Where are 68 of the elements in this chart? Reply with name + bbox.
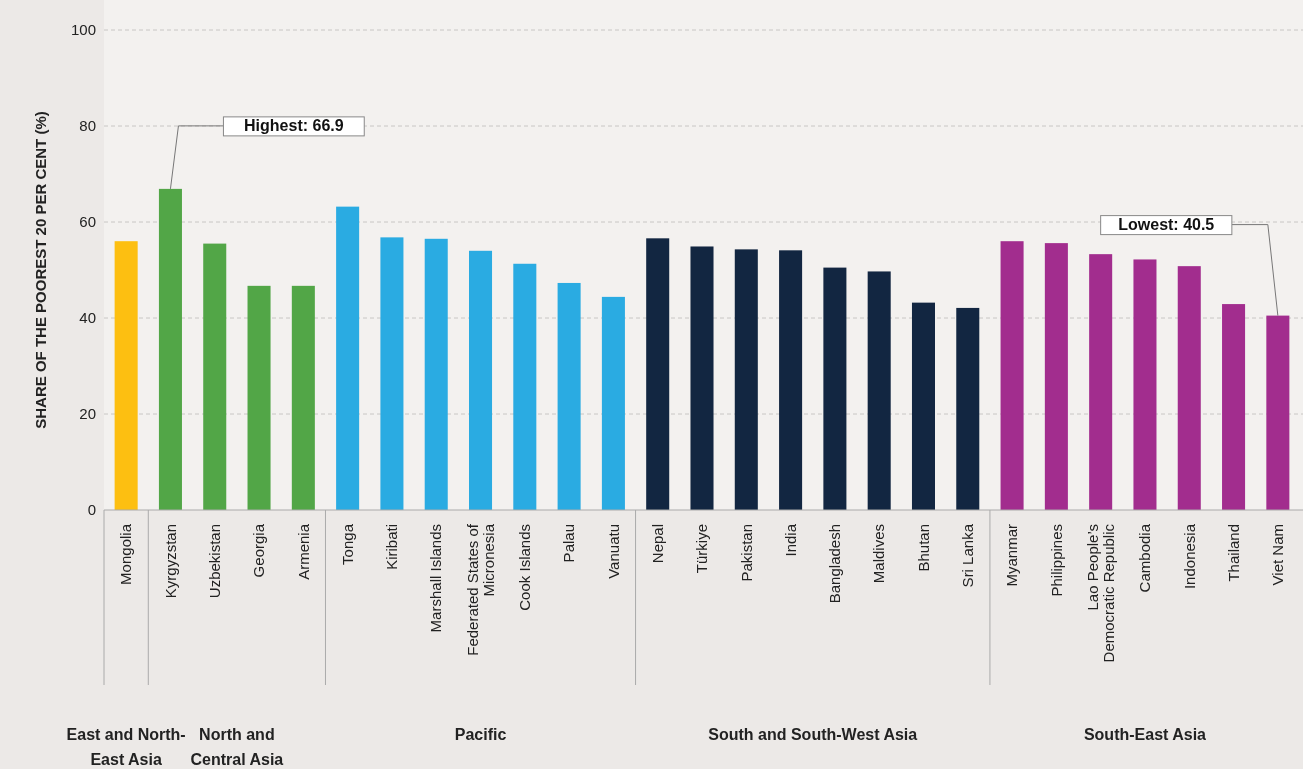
x-tick-label: Myanmar xyxy=(1003,524,1021,587)
bar xyxy=(646,238,670,510)
x-tick-label: Philippines xyxy=(1047,524,1065,597)
bar xyxy=(734,249,758,510)
x-tick-label: Türkiye xyxy=(693,524,711,574)
x-tick-label: Marshall Islands xyxy=(427,524,445,633)
x-tick-label: Nepal xyxy=(648,524,666,564)
text: South and South-West Asia xyxy=(708,726,918,743)
y-tick-label: 60 xyxy=(79,213,96,231)
bar xyxy=(114,241,138,510)
x-tick-label: Lao People’s Democratic Republic xyxy=(1083,523,1118,663)
y-tick-label: 0 xyxy=(87,501,96,519)
x-tick-label: Armenia xyxy=(294,523,312,580)
bar xyxy=(1222,304,1246,510)
bar xyxy=(779,250,803,510)
bar xyxy=(557,282,581,510)
x-tick-label: Viet Nam xyxy=(1269,524,1287,586)
bar xyxy=(247,285,271,510)
x-tick-label: Indonesia xyxy=(1180,523,1198,590)
x-tick-label: Kyrgyzstan xyxy=(161,524,179,599)
annotation: Highest: 66.9 xyxy=(244,117,344,135)
bar xyxy=(1000,241,1024,510)
y-tick-label: 20 xyxy=(79,405,96,423)
x-tick-label: Tonga xyxy=(338,523,356,565)
bar xyxy=(1177,266,1201,510)
x-tick-label: Cambodia xyxy=(1136,523,1154,593)
text: North and Central Asia xyxy=(190,726,284,768)
x-tick-label: Thailand xyxy=(1224,524,1242,582)
x-tick-label: Cook Islands xyxy=(516,524,534,611)
bar xyxy=(1089,254,1113,510)
y-tick-label: 100 xyxy=(70,21,96,39)
text: East and North-East Asia xyxy=(66,726,186,768)
bar xyxy=(424,238,448,510)
x-tick-label: Uzbekistan xyxy=(205,524,223,599)
x-tick-label: Federated States of Micronesia xyxy=(463,523,498,656)
bar xyxy=(203,243,227,510)
y-tick-label: 80 xyxy=(79,117,96,135)
bar xyxy=(291,285,315,510)
x-tick-label: Vanuatu xyxy=(604,524,622,579)
bar xyxy=(336,206,360,510)
x-tick-label: Bangladesh xyxy=(826,524,844,604)
bar xyxy=(956,307,980,510)
x-tick-label: Pakistan xyxy=(737,524,755,582)
bar xyxy=(158,188,182,510)
x-tick-label: Georgia xyxy=(250,523,268,578)
text: South-East Asia xyxy=(1083,726,1207,743)
x-tick-label: Mongolia xyxy=(117,523,135,585)
bar xyxy=(911,302,935,510)
bar xyxy=(867,271,891,510)
bar xyxy=(601,296,625,510)
bar xyxy=(1133,259,1157,510)
bar xyxy=(690,246,714,510)
y-axis-title: SHARE OF THE POOREST 20 PER CENT (%) xyxy=(32,111,49,429)
bar xyxy=(1044,243,1068,510)
x-tick-label: Sri Lanka xyxy=(959,523,977,588)
x-tick-label: Bhutan xyxy=(914,524,932,572)
bar xyxy=(513,263,537,510)
bar xyxy=(823,267,847,510)
bar xyxy=(1266,315,1290,510)
x-tick-label: India xyxy=(781,523,799,557)
text: Pacific xyxy=(454,726,507,743)
bar xyxy=(380,237,404,510)
x-tick-label: Maldives xyxy=(870,524,888,584)
y-tick-label: 40 xyxy=(79,309,96,327)
x-tick-label: Kiribati xyxy=(383,524,401,570)
x-tick-label: Palau xyxy=(560,524,578,563)
bar xyxy=(469,250,493,510)
annotation: Lowest: 40.5 xyxy=(1118,216,1215,234)
